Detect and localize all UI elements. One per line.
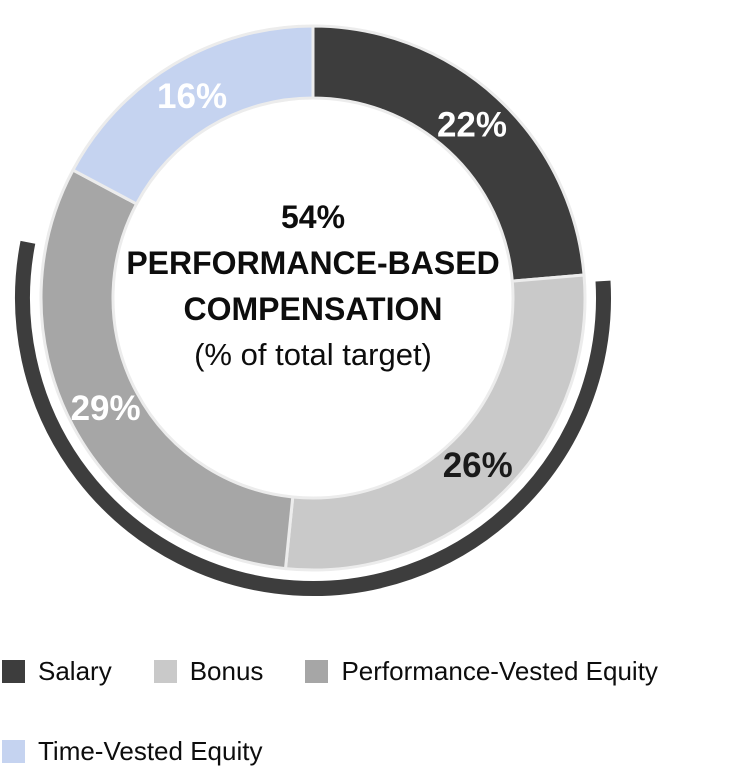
legend-item-salary: Salary xyxy=(2,656,112,687)
legend-swatch-time-vested-equity xyxy=(2,740,25,763)
segment-value-label-bonus: 26% xyxy=(443,446,513,485)
legend-row: Time-Vested Equity xyxy=(2,736,736,767)
donut-segment-performance-vested-equity xyxy=(39,168,295,571)
legend-swatch-bonus xyxy=(153,660,177,683)
chart-legend: Salary Bonus Performance-Vested Equity Time… xyxy=(2,656,736,767)
donut-segment-bonus xyxy=(283,273,587,572)
segment-value-label-performance-vested-equity: 29% xyxy=(71,389,141,428)
donut-chart-canvas: 22% 26% 29% 16% xyxy=(15,24,611,596)
legend-item-time-vested-equity: Time-Vested Equity xyxy=(2,736,262,767)
legend-label-time-vested-equity: Time-Vested Equity xyxy=(38,736,263,766)
legend-label-bonus: Bonus xyxy=(189,656,264,686)
segment-value-label-salary: 22% xyxy=(437,105,507,144)
donut-segment-salary xyxy=(311,24,586,283)
legend-row: Salary Bonus Performance-Vested Equity xyxy=(2,656,736,687)
legend-swatch-performance-vested-equity xyxy=(305,660,329,683)
donut-segment-time-vested-equity xyxy=(71,24,315,206)
legend-item-performance-vested-equity: Performance-Vested Equity xyxy=(305,656,658,687)
performance-based-outer-arc xyxy=(15,240,611,596)
legend-label-salary: Salary xyxy=(38,656,112,686)
segment-value-label-time-vested-equity: 16% xyxy=(157,77,227,116)
legend-item-bonus: Bonus xyxy=(153,656,264,687)
legend-label-performance-vested-equity: Performance-Vested Equity xyxy=(341,656,658,686)
legend-swatch-salary xyxy=(2,660,25,683)
compensation-donut-chart: 22% 26% 29% 16% 54% PERFORMANCE-BASED COMPE… xyxy=(15,24,611,596)
